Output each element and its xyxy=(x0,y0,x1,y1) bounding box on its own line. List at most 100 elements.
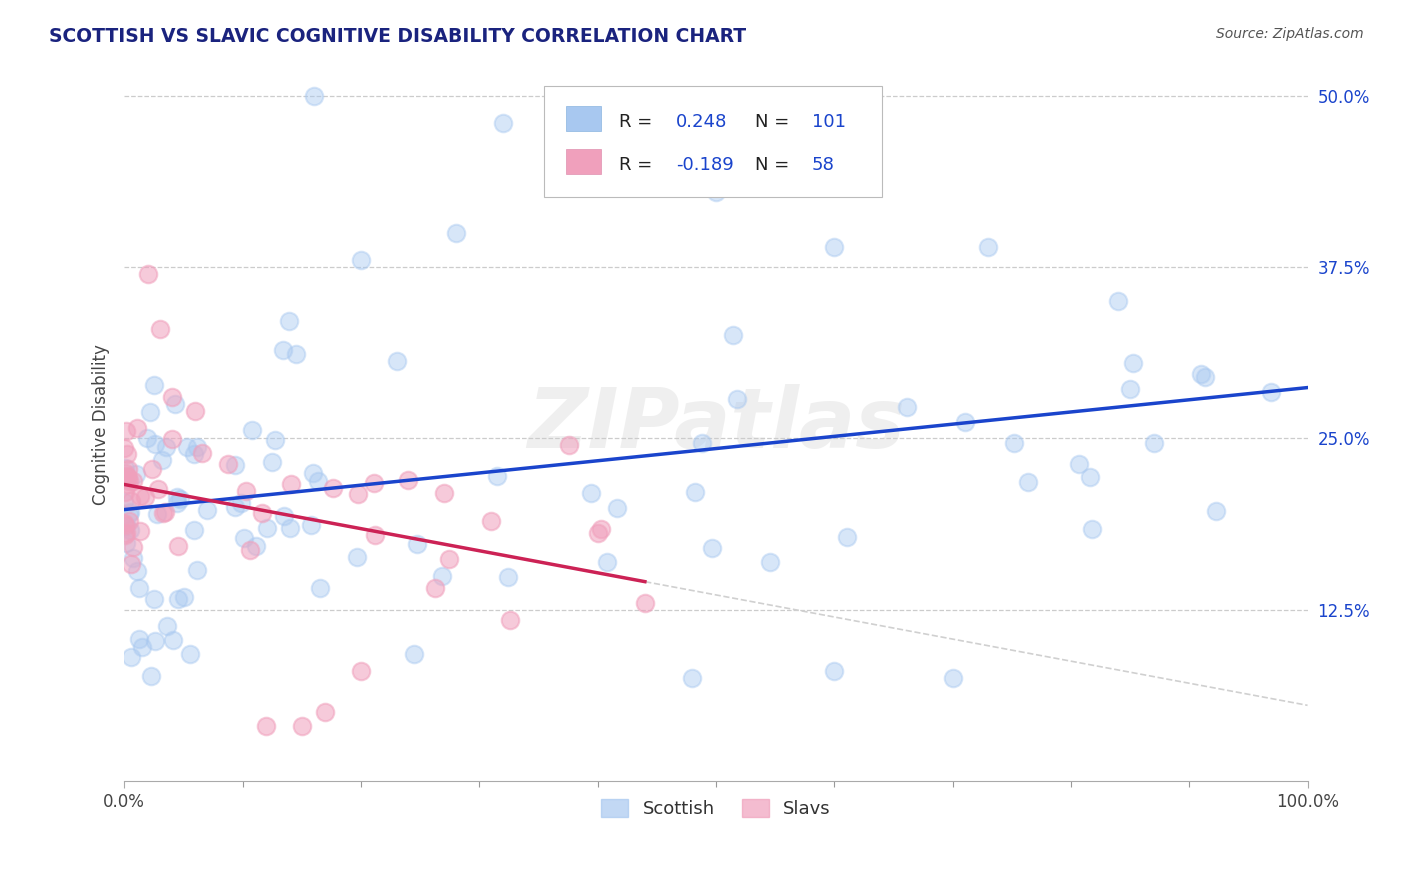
Point xyxy=(239,543,262,558)
Point xyxy=(155,440,177,454)
Point xyxy=(823,240,845,254)
Point xyxy=(224,500,246,515)
Point xyxy=(112,494,135,508)
Point xyxy=(115,447,138,461)
Point xyxy=(977,240,1000,254)
Legend: Scottish, Slavs: Scottish, Slavs xyxy=(593,791,838,825)
Point xyxy=(143,591,166,606)
Point xyxy=(129,524,152,538)
Point xyxy=(117,469,139,483)
Point xyxy=(1107,294,1129,309)
Point xyxy=(1081,522,1104,536)
Point xyxy=(444,226,467,240)
Point xyxy=(160,390,183,404)
Point xyxy=(139,404,162,418)
Point xyxy=(115,535,138,549)
Point xyxy=(146,507,169,521)
Point xyxy=(118,514,141,528)
FancyBboxPatch shape xyxy=(565,106,602,131)
Point xyxy=(128,582,150,596)
Point xyxy=(690,435,713,450)
Point xyxy=(551,171,574,186)
Point xyxy=(606,501,628,516)
Text: R =: R = xyxy=(619,156,658,174)
Point xyxy=(309,582,332,596)
Point xyxy=(120,493,142,508)
Point xyxy=(224,458,246,472)
Point xyxy=(835,530,858,544)
Point xyxy=(558,438,581,452)
Point xyxy=(271,343,294,357)
Text: Source: ZipAtlas.com: Source: ZipAtlas.com xyxy=(1216,27,1364,41)
Point xyxy=(1194,370,1216,384)
Point xyxy=(128,489,150,503)
Point xyxy=(579,485,602,500)
Point xyxy=(254,719,277,733)
Point xyxy=(162,633,184,648)
Point xyxy=(183,523,205,537)
Point xyxy=(423,581,446,595)
Point xyxy=(166,490,188,504)
Point xyxy=(114,519,136,533)
Point xyxy=(114,516,136,530)
Point xyxy=(498,613,520,627)
Point xyxy=(176,440,198,454)
Point xyxy=(183,447,205,461)
Point xyxy=(721,328,744,343)
Point xyxy=(896,400,918,414)
Point xyxy=(141,669,163,683)
Text: 101: 101 xyxy=(811,113,846,131)
Point xyxy=(596,555,619,569)
Point xyxy=(173,590,195,604)
Point xyxy=(115,526,138,541)
Point xyxy=(385,354,408,368)
Point xyxy=(190,446,212,460)
Point xyxy=(634,596,657,610)
Point xyxy=(114,485,136,500)
Point xyxy=(498,570,520,584)
Point xyxy=(150,452,173,467)
FancyBboxPatch shape xyxy=(544,87,882,197)
Point xyxy=(322,481,344,495)
Point xyxy=(704,185,727,199)
Point xyxy=(167,539,190,553)
Point xyxy=(122,540,145,554)
Point xyxy=(114,466,136,480)
Point xyxy=(125,421,148,435)
Point xyxy=(120,649,142,664)
Point xyxy=(112,441,135,455)
Point xyxy=(152,506,174,520)
Point xyxy=(115,424,138,438)
Point xyxy=(195,503,218,517)
Y-axis label: Cognitive Disability: Cognitive Disability xyxy=(93,344,110,505)
Point xyxy=(153,505,176,519)
Point xyxy=(1191,368,1213,382)
Point xyxy=(1260,385,1282,400)
Point xyxy=(346,487,368,501)
Point xyxy=(299,517,322,532)
Point xyxy=(114,469,136,483)
Point xyxy=(141,461,163,475)
Point xyxy=(278,521,301,535)
Point xyxy=(118,507,141,521)
Point xyxy=(364,528,387,542)
Point xyxy=(165,397,187,411)
Point xyxy=(121,550,143,565)
Point xyxy=(114,528,136,542)
Point xyxy=(486,468,509,483)
Point xyxy=(121,474,143,488)
Point xyxy=(112,472,135,486)
Text: -0.189: -0.189 xyxy=(676,156,734,174)
Point xyxy=(166,496,188,510)
Point xyxy=(350,253,373,268)
Point xyxy=(363,475,385,490)
Point xyxy=(136,431,159,445)
Point xyxy=(146,483,169,497)
Text: ZIPatlas: ZIPatlas xyxy=(527,384,905,466)
Point xyxy=(1122,356,1144,370)
FancyBboxPatch shape xyxy=(565,149,602,174)
Point xyxy=(823,665,845,679)
Point xyxy=(160,432,183,446)
Point xyxy=(134,490,156,504)
Point xyxy=(142,378,165,392)
